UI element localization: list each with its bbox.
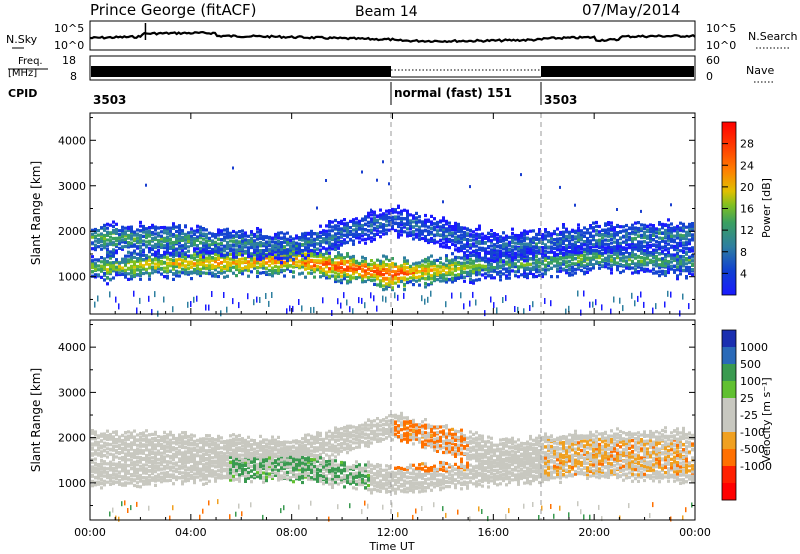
noise-trace [89, 30, 696, 44]
velocity-ytick-3: 4000 [58, 341, 86, 354]
nave-label: Nave [746, 64, 774, 77]
x-tick-6: 00:00 [679, 526, 711, 539]
cpid-segment-2: normal (fast) 151 [394, 86, 512, 100]
power-ytick-1: 2000 [58, 225, 86, 238]
velocity-cb-tick-0: 1000 [740, 341, 768, 354]
velocity-ytick-0: 1000 [58, 477, 86, 490]
velocity-data [91, 411, 694, 522]
power-cb-tick-2: 12 [740, 224, 754, 237]
noise-right-tick-bottom: 10^0 [706, 39, 736, 52]
freq-tick-bottom: 8 [70, 70, 77, 83]
x-tick-4: 16:00 [477, 526, 509, 539]
power-panel: 1000 2000 3000 4000 Slant Range [km] [29, 112, 696, 317]
power-ylabel: Slant Range [km] [29, 161, 43, 265]
power-cb-tick-5: 24 [740, 159, 754, 172]
date-title: 07/May/2014 [582, 1, 680, 19]
x-tick-5: 20:00 [578, 526, 610, 539]
noise-right-tick-top: 10^5 [706, 22, 736, 35]
beam-title: Beam 14 [355, 4, 418, 20]
velocity-cb-tick-2: 100 [740, 375, 761, 388]
velocity-colorbar: 1000 500 100 25 -25 -100 -500 -1000 Velocity [m… [721, 329, 773, 501]
power-data [91, 160, 694, 317]
freq-tick-top: 18 [62, 54, 76, 67]
velocity-cb-tick-4: -25 [740, 409, 758, 422]
station-title: Prince George (fitACF) [90, 1, 256, 19]
x-tick-2: 08:00 [276, 526, 308, 539]
freq-label: Freq. [18, 56, 43, 67]
velocity-panel: 1000 2000 3000 4000 Slant Range [km] [29, 319, 696, 522]
velocity-colorbar-label: Velocity [m s⁻¹] [760, 377, 773, 462]
cpid-segment-3: 3503 [544, 93, 577, 107]
freq-bar-left [91, 66, 391, 77]
freq-unit-label: [MHz] [8, 68, 37, 79]
power-cb-tick-3: 16 [740, 203, 754, 216]
x-tick-3: 12:00 [377, 526, 409, 539]
velocity-cb-tick-5: -100 [740, 426, 765, 439]
velocity-cb-tick-6: -500 [740, 443, 765, 456]
velocity-ylabel: Slant Range [km] [29, 368, 43, 472]
freq-panel: Freq. [MHz] 18 8 60 0 Nave [8, 54, 774, 83]
noise-left-tick-bottom: 10^0 [54, 39, 84, 52]
x-axis: 00:00 04:00 08:00 12:00 16:00 20:00 00:00 [74, 113, 711, 539]
noise-left-tick-top: 10^5 [54, 22, 84, 35]
nave-tick-top: 60 [706, 54, 720, 67]
cpid-row: CPID 3503 normal (fast) 151 3503 [8, 82, 577, 107]
power-cb-tick-4: 20 [740, 181, 754, 194]
x-tick-1: 04:00 [175, 526, 207, 539]
velocity-cb-tick-3: 25 [740, 392, 754, 405]
power-ytick-3: 4000 [58, 134, 86, 147]
power-ytick-0: 1000 [58, 271, 86, 284]
power-colorbar-label: Power [dB] [760, 178, 773, 238]
noise-left-label: N.Sky [6, 33, 38, 46]
velocity-cb-tick-7: -1000 [740, 460, 772, 473]
velocity-cb-tick-1: 500 [740, 358, 761, 371]
noise-panel: N.Sky 10^5 10^0 10^5 10^0 N.Search [6, 20, 798, 52]
x-axis-label: Time UT [368, 540, 414, 553]
noise-right-label: N.Search [748, 30, 798, 43]
power-cb-tick-0: 4 [740, 267, 747, 280]
power-cb-tick-1: 8 [740, 246, 747, 259]
velocity-ytick-1: 2000 [58, 432, 86, 445]
x-tick-0: 00:00 [74, 526, 106, 539]
cpid-segment-1: 3503 [93, 93, 126, 107]
nave-tick-bottom: 0 [706, 70, 713, 83]
power-cb-tick-6: 28 [740, 138, 754, 151]
cpid-label: CPID [8, 87, 37, 100]
power-colorbar: 4 8 12 16 20 24 28 Power [dB] [721, 121, 773, 296]
power-ytick-2: 3000 [58, 180, 86, 193]
freq-bar-right [541, 66, 694, 77]
velocity-ytick-2: 3000 [58, 386, 86, 399]
